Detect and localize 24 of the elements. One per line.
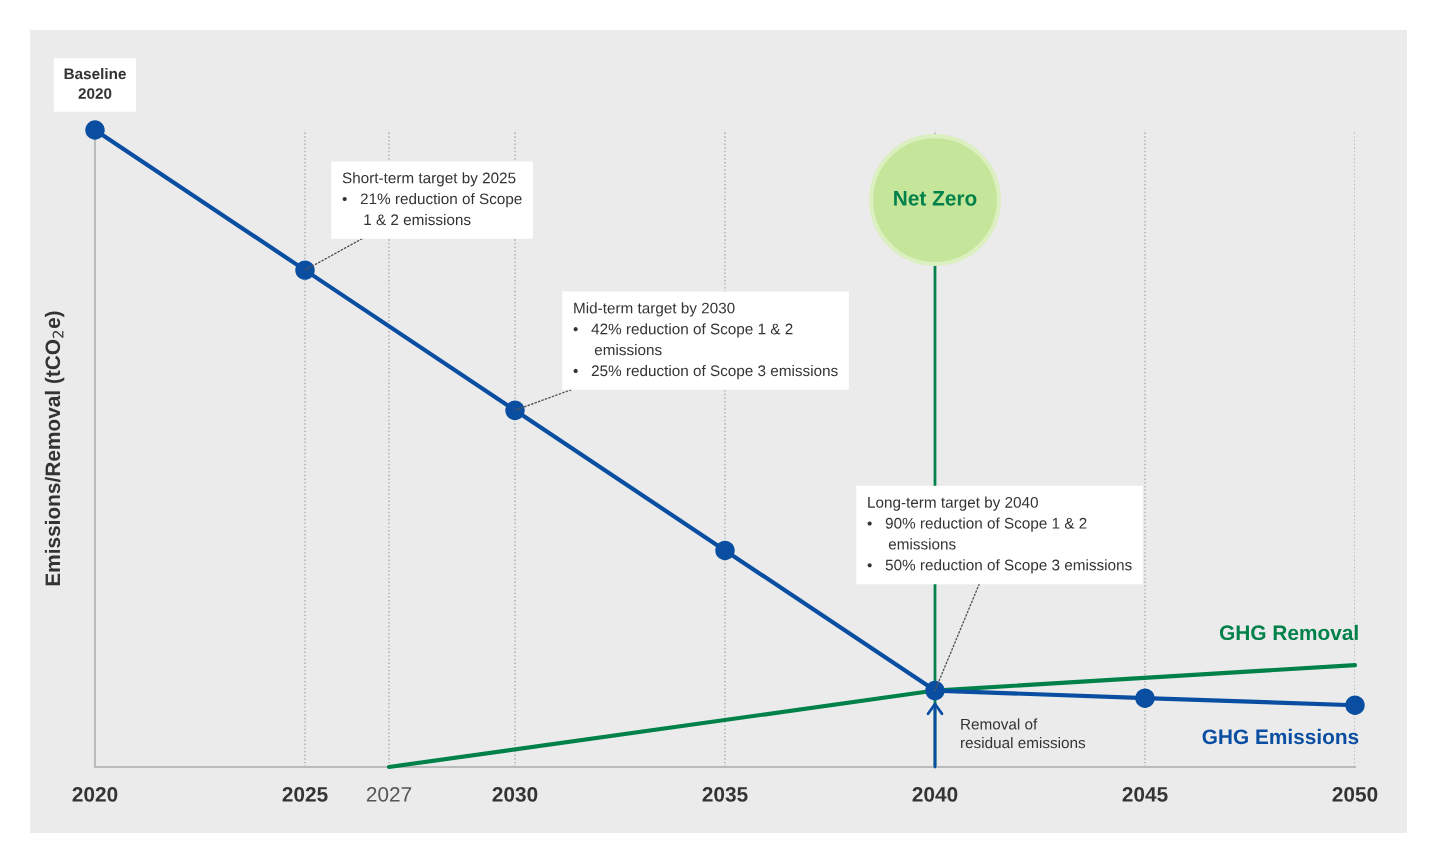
annotation: Baseline 2020 [64, 67, 126, 99]
x-tick-label: 2040 [912, 786, 958, 802]
point [295, 260, 315, 280]
annotation: Removal of residual emissions [961, 718, 1086, 749]
x-tick-label: 2045 [1122, 786, 1168, 802]
y-axis-title: Emissions/Removal (tCO$_{2}$e) [44, 311, 65, 586]
series-label: GHG Removal [1219, 624, 1358, 641]
x-tick-label: 2025 [282, 786, 328, 802]
point [925, 680, 945, 701]
annotation: Mid-term target by 2030 • 42% reduction of Scope 1 & 2 emissions • 25% reduction of Scope 3 emissions [573, 302, 838, 380]
annotation: Long-term target by 2040 • 90% reduction of Scope 1 & 2 emissions • 50% reduction of Scope 3 emissions [867, 496, 1132, 574]
point [85, 120, 105, 140]
point [1345, 695, 1365, 715]
point [1135, 688, 1155, 708]
x-tick-label: 2020 [72, 786, 118, 802]
x-tick-label: 2035 [702, 786, 748, 802]
x-tick-label: 2027 [366, 786, 412, 802]
annotation: Short-term target by 2025 • 21% reduction of Scope 1 & 2 emissions [342, 172, 522, 226]
point [505, 400, 525, 420]
x-tick-label: 2050 [1332, 786, 1378, 802]
point [715, 540, 735, 561]
ref-line-label: Net Zero [894, 191, 977, 206]
x-tick-label: 2030 [492, 786, 538, 802]
series-label: GHG Emissions [1202, 728, 1359, 745]
